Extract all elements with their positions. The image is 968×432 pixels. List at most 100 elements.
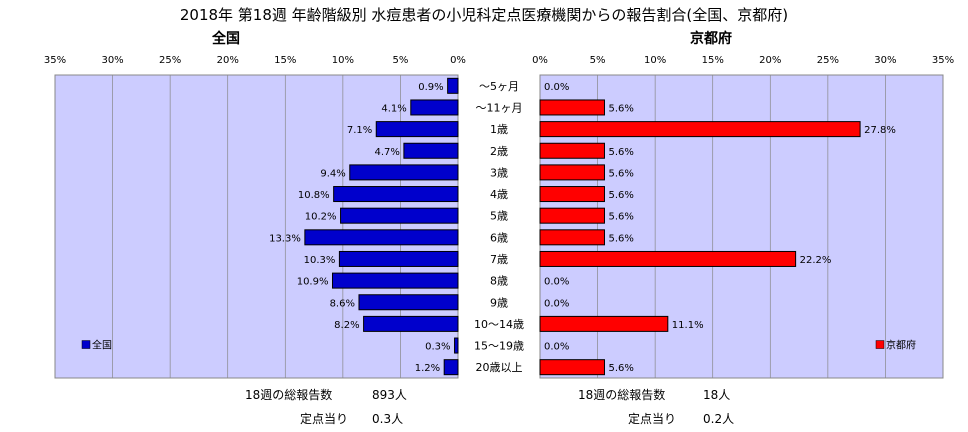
category-label: 6歳 <box>490 231 508 244</box>
right-total-value: 18人 <box>703 388 731 402</box>
right-bar <box>539 315 669 332</box>
right-per-value: 0.2人 <box>703 412 735 426</box>
right-per-label: 定点当り <box>628 412 677 426</box>
right-tick-label: 35% <box>932 55 954 66</box>
category-label: ～5ヶ月 <box>479 80 519 93</box>
left-bar-value-label: 0.3% <box>425 342 450 353</box>
left-bar <box>358 294 459 311</box>
left-chart-title: 全国 <box>212 31 240 47</box>
category-label: ～11ヶ月 <box>476 101 523 114</box>
left-bar <box>363 315 459 332</box>
left-bar <box>333 186 459 203</box>
right-tick-label: 10% <box>644 55 666 66</box>
right-bar-value-label: 27.8% <box>864 125 896 136</box>
right-bar-value-label: 0.0% <box>544 82 569 93</box>
left-bar <box>375 121 459 138</box>
right-tick-label: 30% <box>874 55 896 66</box>
left-bar <box>340 207 459 224</box>
right-total-label: 18週の総報告数 <box>578 388 666 402</box>
right-bar <box>539 142 605 159</box>
left-tick-label: 30% <box>101 55 123 66</box>
category-label: 7歳 <box>490 253 508 266</box>
left-bar-value-label: 10.8% <box>298 190 330 201</box>
right-tick-label: 20% <box>759 55 781 66</box>
right-bar <box>539 250 797 267</box>
left-bar-value-label: 8.6% <box>330 298 355 309</box>
right-bar-value-label: 5.6% <box>608 103 633 114</box>
category-label: 1歳 <box>490 123 508 136</box>
left-bar-value-label: 0.9% <box>418 82 443 93</box>
right-bar <box>539 229 605 246</box>
left-legend-swatch <box>81 340 91 349</box>
category-label: 15～19歳 <box>474 340 524 353</box>
left-bar <box>403 142 459 159</box>
right-tick-label: 15% <box>702 55 724 66</box>
right-bar-value-label: 11.1% <box>672 320 704 331</box>
left-tick-label: 20% <box>217 55 239 66</box>
right-bar <box>539 121 861 138</box>
left-tick-label: 35% <box>44 55 66 66</box>
left-total-value: 893人 <box>372 388 407 402</box>
left-bar <box>443 359 459 376</box>
left-total-label: 18週の総報告数 <box>245 388 333 402</box>
left-tick-label: 5% <box>392 55 408 66</box>
left-bar <box>349 164 459 181</box>
category-label: 4歳 <box>490 188 508 201</box>
category-label: 5歳 <box>490 210 508 223</box>
right-bar-value-label: 0.0% <box>544 298 569 309</box>
left-bar-value-label: 10.2% <box>305 212 337 223</box>
left-per-value: 0.3人 <box>372 412 404 426</box>
right-tick-label: 0% <box>532 55 548 66</box>
left-bar <box>331 272 459 289</box>
right-tick-label: 25% <box>817 55 839 66</box>
right-bar-value-label: 5.6% <box>608 147 633 158</box>
left-bar <box>304 229 459 246</box>
right-bar <box>539 359 605 376</box>
right-bar-value-label: 22.2% <box>800 255 832 266</box>
left-bar-value-label: 7.1% <box>347 125 372 136</box>
left-bar-value-label: 9.4% <box>320 168 345 179</box>
right-bar-value-label: 5.6% <box>608 190 633 201</box>
right-bar <box>539 99 605 116</box>
left-per-label: 定点当り <box>300 412 349 426</box>
right-bar-value-label: 5.6% <box>608 233 633 244</box>
category-label: 2歳 <box>490 145 508 158</box>
right-legend-label: 京都府 <box>886 339 916 352</box>
right-bar-value-label: 5.6% <box>608 363 633 374</box>
left-tick-label: 15% <box>274 55 296 66</box>
category-label: 10～14歳 <box>474 318 524 331</box>
left-bar-value-label: 10.3% <box>304 255 336 266</box>
chart-title: 2018年 第18週 年齢階級別 水痘患者の小児科定点医療機関からの報告割合(全… <box>179 6 789 24</box>
right-bar-value-label: 5.6% <box>608 212 633 223</box>
left-bar <box>338 250 459 267</box>
left-plot-area <box>54 74 459 379</box>
right-tick-label: 5% <box>590 55 606 66</box>
left-legend-label: 全国 <box>92 339 112 352</box>
category-label: 9歳 <box>490 296 508 309</box>
left-bar <box>447 77 459 94</box>
right-bar <box>539 186 605 203</box>
left-tick-label: 10% <box>332 55 354 66</box>
left-bar-value-label: 13.3% <box>269 233 301 244</box>
right-plot-area <box>539 74 944 379</box>
left-tick-label: 0% <box>450 55 466 66</box>
right-chart-title: 京都府 <box>690 31 732 47</box>
right-bar <box>539 164 605 181</box>
category-label: 20歳以上 <box>476 361 523 374</box>
right-bar <box>539 207 605 224</box>
left-bar <box>410 99 459 116</box>
left-bar-value-label: 4.7% <box>374 147 399 158</box>
left-tick-label: 25% <box>159 55 181 66</box>
left-bar-value-label: 8.2% <box>334 320 359 331</box>
left-bar-value-label: 10.9% <box>297 277 329 288</box>
category-label: 8歳 <box>490 275 508 288</box>
left-bar <box>454 337 459 354</box>
right-legend-swatch <box>875 340 885 349</box>
right-bar-value-label: 0.0% <box>544 342 569 353</box>
right-bar-value-label: 5.6% <box>608 168 633 179</box>
left-bar-value-label: 1.2% <box>415 363 440 374</box>
category-label: 3歳 <box>490 166 508 179</box>
right-bar-value-label: 0.0% <box>544 277 569 288</box>
left-bar-value-label: 4.1% <box>381 103 406 114</box>
